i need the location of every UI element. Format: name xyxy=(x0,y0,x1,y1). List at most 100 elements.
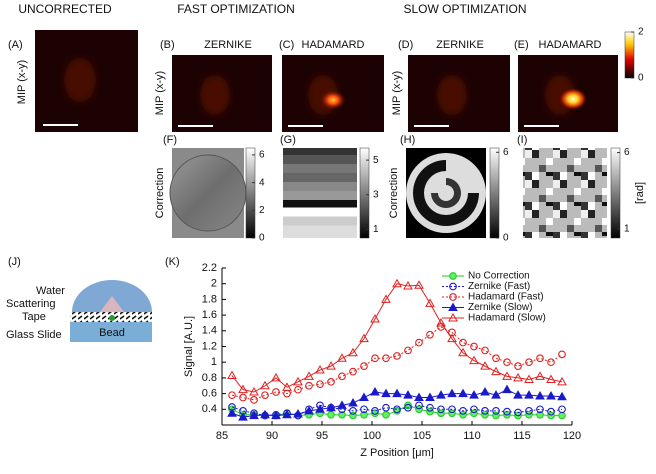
marker xyxy=(228,391,236,400)
y-tick-label: 2 xyxy=(211,278,217,290)
legend-marker xyxy=(448,302,458,311)
colorbar-tick-label: 2 xyxy=(638,27,644,38)
marker xyxy=(261,391,269,400)
marker xyxy=(238,412,248,421)
marker xyxy=(293,409,303,418)
marker xyxy=(404,403,412,412)
marker xyxy=(513,390,523,399)
marker xyxy=(513,372,523,382)
marker xyxy=(414,392,424,402)
marker xyxy=(260,409,270,419)
y-tick-label: 2.2 xyxy=(202,262,217,274)
marker xyxy=(525,358,533,367)
marker xyxy=(316,380,324,389)
marker xyxy=(337,400,347,409)
marker xyxy=(404,346,412,355)
image-h xyxy=(406,148,486,238)
marker xyxy=(338,410,346,419)
panel-label: (B) xyxy=(160,39,175,51)
marker xyxy=(425,392,435,402)
legend-label: Zernike (Fast) xyxy=(468,281,530,292)
marker xyxy=(238,384,248,394)
marker xyxy=(393,405,401,414)
legend-marker xyxy=(449,282,457,291)
marker xyxy=(239,393,247,402)
marker xyxy=(524,374,534,383)
marker xyxy=(514,408,522,417)
marker xyxy=(415,405,423,414)
marker xyxy=(381,294,391,303)
x-tick-label: 110 xyxy=(463,430,481,442)
marker xyxy=(315,365,325,374)
marker xyxy=(557,376,567,386)
legend-label: Zernike (Slow) xyxy=(468,302,532,313)
marker xyxy=(260,380,270,390)
marker xyxy=(271,410,281,420)
header: FAST OPTIMIZATION xyxy=(177,2,295,16)
marker xyxy=(304,405,314,415)
marker xyxy=(470,409,478,418)
marker xyxy=(558,411,566,420)
marker xyxy=(492,407,500,415)
panel-title: HADAMARD xyxy=(539,39,602,51)
y-axis-label: Signal [A.U.] xyxy=(183,316,195,377)
marker xyxy=(425,298,435,307)
image-i xyxy=(523,148,607,238)
marker xyxy=(547,358,555,367)
image-c xyxy=(282,55,384,132)
marker xyxy=(426,330,434,339)
marker xyxy=(327,410,335,419)
image-a xyxy=(35,30,138,132)
marker xyxy=(503,407,511,416)
marker xyxy=(250,396,258,404)
marker xyxy=(481,407,489,415)
x-tick-label: 95 xyxy=(316,430,328,442)
marker xyxy=(349,407,357,415)
colorbar-tick-label: 0 xyxy=(259,233,265,244)
marker xyxy=(491,366,501,376)
panel-label: (I) xyxy=(517,134,527,146)
marker xyxy=(547,407,555,416)
marker xyxy=(338,372,346,381)
marker xyxy=(393,352,401,360)
unit-label: [rad] xyxy=(634,182,646,204)
marker xyxy=(558,350,566,359)
axis-label: MIP (x-y) xyxy=(154,71,166,115)
y-tick-label: 0.6 xyxy=(202,388,217,400)
header: SLOW OPTIMIZATION xyxy=(403,2,526,16)
marker xyxy=(503,358,511,367)
colorbar-tick-label: 6 xyxy=(259,150,265,161)
marker xyxy=(558,405,566,414)
colorbar-tick-label: 2 xyxy=(259,205,265,216)
colorbar-tick-label: 5 xyxy=(373,155,379,166)
marker xyxy=(469,390,479,399)
image-g xyxy=(283,148,357,238)
marker xyxy=(437,405,445,414)
marker xyxy=(459,338,467,347)
marker xyxy=(447,333,457,343)
image-e xyxy=(518,55,618,132)
colorbar-tick-label: 0 xyxy=(503,233,509,244)
marker xyxy=(459,410,467,419)
diagram-label: Scattering xyxy=(6,298,56,310)
panel-title: ZERNIKE xyxy=(204,39,252,51)
marker xyxy=(469,355,479,365)
marker xyxy=(536,405,544,414)
y-tick-label: 1 xyxy=(211,356,217,368)
marker xyxy=(227,370,237,380)
marker xyxy=(326,402,336,412)
marker xyxy=(547,411,555,420)
colorbar-tick-label: 1 xyxy=(624,223,630,234)
legend-label: Hadamard (Fast) xyxy=(468,292,544,303)
marker xyxy=(458,347,468,357)
panel-label: (E) xyxy=(514,39,529,51)
marker xyxy=(480,361,490,370)
x-tick-label: 120 xyxy=(563,430,581,442)
y-tick-label: 0.4 xyxy=(202,403,217,415)
marker xyxy=(492,354,500,363)
panel-label: (C) xyxy=(279,39,294,51)
panel-title: HADAMARD xyxy=(302,39,365,51)
marker xyxy=(404,401,412,410)
legend-label: No Correction xyxy=(468,271,530,282)
